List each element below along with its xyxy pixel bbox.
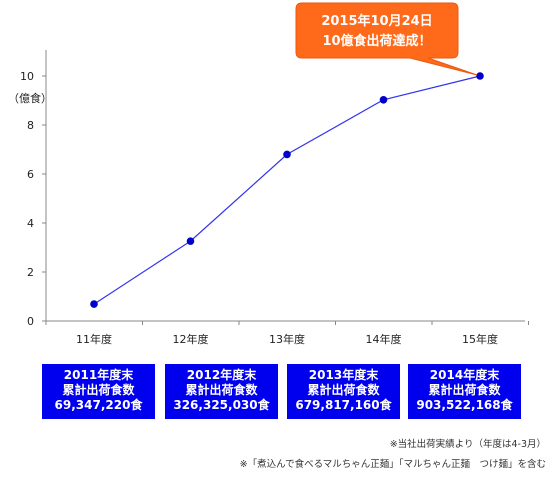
- chart-axes: [45, 50, 525, 322]
- info-box-line-2: 累計出荷食数: [428, 383, 501, 397]
- x-category-label: 15年度: [462, 332, 498, 346]
- info-box-line-1: 2012年度末: [186, 368, 257, 382]
- info-box-line-1: 2013年度末: [308, 368, 379, 382]
- info-box-line-2: 累計出荷食数: [185, 383, 258, 397]
- x-ticks: 11年度 12年度 13年度 14年度 15年度: [45, 321, 529, 346]
- info-box-line-2: 累計出荷食数: [62, 383, 135, 397]
- y-tick-label: 4: [27, 217, 34, 230]
- info-box-2: 2012年度末 累計出荷食数 326,325,030食: [165, 364, 278, 419]
- info-box-line-3: 69,347,220食: [54, 398, 143, 412]
- info-box-line-3: 679,817,160食: [295, 398, 392, 412]
- info-box-line-3: 326,325,030食: [173, 398, 270, 412]
- note-source: ※当社出荷実績より（年度は4-3月）: [389, 439, 546, 450]
- line-chart: 0 2 4 6 8 10 11年度 12年度 13年度 14年度 15年度 （億食） 2015年1…: [8, 2, 529, 346]
- callout-line-1: 2015年10月24日: [321, 13, 432, 29]
- y-tick-label: 6: [27, 168, 34, 181]
- data-point: [379, 95, 388, 104]
- callout-line-2: 10億食出荷達成！: [322, 33, 431, 49]
- data-point: [90, 300, 98, 308]
- data-points: [90, 72, 484, 308]
- info-box-4: 2014年度末 累計出荷食数 903,522,168食: [408, 364, 521, 419]
- info-box-line-2: 累計出荷食数: [307, 383, 380, 397]
- info-box-1: 2011年度末 累計出荷食数 69,347,220食: [42, 364, 155, 419]
- y-tick-label: 8: [27, 119, 34, 132]
- data-point: [283, 150, 291, 159]
- y-ticks: 0 2 4 6 8 10: [20, 70, 46, 328]
- series-line: [93, 75, 481, 305]
- y-tick-label: 2: [27, 266, 34, 279]
- note-includes: ※「煮込んで食べるマルちゃん正麺」「マルちゃん正麺 つけ麺」を含む: [239, 459, 546, 470]
- data-point: [186, 237, 195, 245]
- x-category-label: 11年度: [76, 332, 112, 346]
- x-category-label: 14年度: [366, 332, 402, 346]
- info-box-line-1: 2011年度末: [63, 368, 134, 382]
- y-tick-label: 10: [20, 70, 34, 83]
- x-category-label: 13年度: [269, 332, 305, 346]
- info-box-line-3: 903,522,168食: [416, 398, 513, 412]
- data-point: [476, 72, 484, 80]
- annotation-callout: 2015年10月24日 10億食出荷達成！: [295, 2, 478, 76]
- info-box-3: 2013年度末 累計出荷食数 679,817,160食: [287, 364, 400, 419]
- callout-bubble: [295, 2, 478, 76]
- y-axis-unit-label: （億食）: [8, 91, 52, 105]
- x-category-label: 12年度: [173, 332, 209, 346]
- info-box-line-1: 2014年度末: [429, 368, 500, 382]
- y-tick-label: 0: [27, 315, 34, 328]
